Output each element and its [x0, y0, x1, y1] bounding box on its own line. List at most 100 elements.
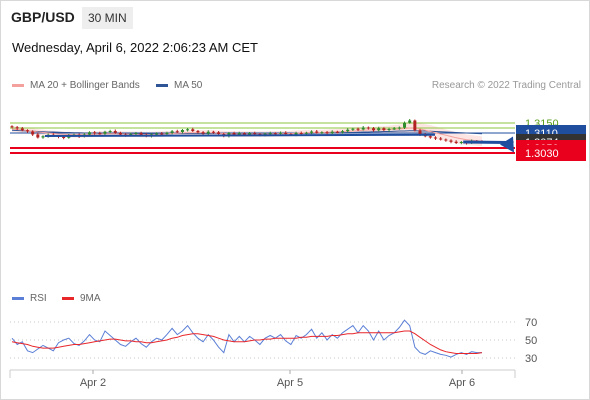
candle-body: [139, 133, 143, 135]
candle-body: [294, 133, 298, 135]
candle-body: [206, 131, 210, 134]
rsi-swatch: [12, 297, 24, 300]
candle-body: [201, 132, 205, 134]
rsi-tick-70: 70: [525, 317, 537, 329]
candle-body: [10, 126, 14, 128]
candle-body: [87, 132, 91, 135]
candle-body: [15, 127, 19, 129]
rsi-line: [11, 319, 482, 358]
candle-body: [134, 133, 138, 134]
candle-body: [253, 133, 257, 135]
candle-body: [237, 133, 241, 135]
candle-body: [439, 138, 443, 140]
candle-body: [346, 129, 350, 132]
legend-rsi-ma-label: 9MA: [80, 293, 101, 304]
candle-body: [444, 139, 448, 141]
rsi-ma-line: [11, 330, 483, 354]
candle-body: [382, 128, 386, 130]
bollinger-swatch: [12, 84, 24, 87]
level-label-1.3030: 1.3030: [525, 148, 559, 160]
candles-group: [10, 119, 484, 145]
candle-body: [217, 132, 221, 134]
candle-body: [413, 120, 417, 131]
rsi-ma-swatch: [62, 297, 74, 300]
candle-body: [299, 133, 303, 134]
candle-body: [330, 131, 334, 134]
candle-body: [315, 131, 319, 133]
candle-body: [341, 131, 345, 133]
x-tick-label: Apr 5: [277, 377, 303, 389]
candle-body: [449, 140, 453, 142]
candle-body: [41, 136, 45, 138]
candle-body: [279, 132, 283, 134]
candle-body: [408, 120, 412, 123]
candle-body: [232, 133, 236, 135]
candle-body: [191, 129, 195, 131]
candle-body: [186, 129, 190, 131]
candle-body: [310, 131, 314, 133]
candle-body: [248, 133, 252, 135]
candle-body: [242, 133, 246, 135]
candle-body: [180, 130, 184, 132]
legend-ma50-label: MA 50: [174, 80, 203, 91]
candle-body: [418, 130, 422, 135]
candle-body: [325, 132, 329, 134]
candle-body: [377, 128, 381, 131]
x-tick-label: Apr 6: [449, 377, 475, 389]
candle-body: [268, 133, 272, 135]
candle-body: [36, 134, 40, 138]
candle-body: [459, 142, 463, 143]
support-trendline: [44, 133, 436, 137]
candle-body: [320, 132, 324, 134]
candle-body: [98, 133, 102, 135]
candle-body: [372, 128, 376, 131]
candle-body: [397, 127, 401, 129]
candle-body: [304, 132, 308, 134]
legend-ma50: MA 50: [156, 80, 202, 91]
candle-body: [351, 128, 355, 130]
datetime-label: Wednesday, April 6, 2022 2:06:23 AM CET: [12, 40, 258, 55]
x-tick-label: Apr 2: [80, 377, 106, 389]
legend-bollinger-label: MA 20 + Bollinger Bands: [30, 80, 140, 91]
projection-arrow-head: [500, 136, 514, 153]
candle-body: [361, 127, 365, 130]
legend-bollinger: MA 20 + Bollinger Bands: [12, 80, 140, 91]
candle-body: [160, 133, 164, 135]
candle-body: [403, 122, 407, 128]
candle-body: [118, 132, 122, 135]
candle-body: [25, 130, 29, 132]
candle-body: [428, 136, 432, 138]
candle-body: [273, 133, 277, 135]
candle-body: [392, 128, 396, 130]
candle-body: [335, 131, 339, 133]
candle-body: [196, 131, 200, 133]
legend-rsi-label: RSI: [30, 293, 47, 304]
rsi-tick-50: 50: [525, 335, 537, 347]
legend-rsi: RSI: [12, 293, 47, 304]
candle-body: [175, 131, 179, 133]
candle-body: [108, 131, 112, 132]
candle-body: [129, 134, 133, 136]
projection-arrow-shaft: [463, 140, 509, 144]
candle-body: [366, 127, 370, 129]
timeframe-badge[interactable]: 30 MIN: [82, 7, 133, 29]
candle-body: [356, 128, 360, 130]
candle-body: [211, 131, 215, 133]
candle-body: [20, 128, 24, 131]
candle-body: [93, 132, 97, 134]
candle-body: [62, 137, 66, 138]
ma50-swatch: [156, 84, 168, 87]
candle-body: [31, 131, 35, 135]
candle-body: [387, 129, 391, 130]
rsi-tick-30: 30: [525, 353, 537, 365]
candle-body: [165, 132, 169, 134]
candle-body: [454, 141, 458, 143]
candle-body: [103, 131, 107, 134]
candle-body: [170, 131, 174, 133]
candle-body: [284, 132, 288, 134]
research-credit: Research © 2022 Trading Central: [431, 80, 581, 91]
level-tag-1.3030: [516, 145, 586, 161]
candle-body: [434, 137, 438, 139]
candle-body: [155, 133, 159, 135]
symbol-title: GBP/USD: [11, 9, 75, 25]
